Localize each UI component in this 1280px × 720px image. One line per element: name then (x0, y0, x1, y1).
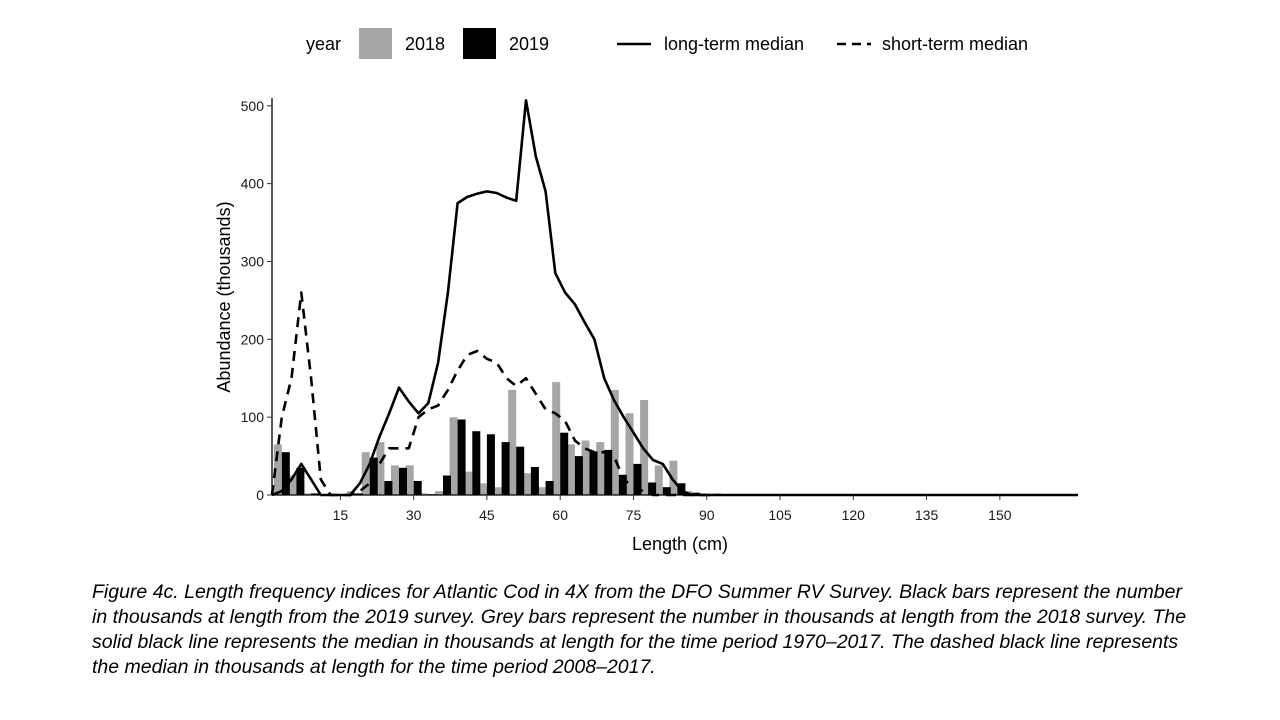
length-frequency-chart: year 2018 2019 long-term median short-te… (214, 28, 1078, 554)
bar-2018-36 (435, 491, 443, 495)
y-tick-label-200: 200 (241, 331, 265, 347)
bar-2018-3 (273, 444, 282, 495)
bar-2018-66 (581, 440, 590, 495)
bar-2018-9 (303, 493, 312, 495)
x-tick-label-60: 60 (552, 507, 568, 523)
y-tick-label-100: 100 (241, 409, 265, 425)
bar-2019-54 (530, 467, 539, 495)
legend: year 2018 2019 long-term median short-te… (306, 28, 1028, 59)
bar-2018-57 (537, 487, 546, 495)
bar-2019-60 (560, 432, 569, 495)
legend-swatch-2018 (359, 28, 392, 59)
bar-2018-42 (464, 471, 473, 495)
x-axis-title: Length (cm) (632, 534, 728, 554)
x-tick-label-105: 105 (768, 507, 792, 523)
bar-2019-36 (443, 475, 451, 495)
x-tick-label-75: 75 (626, 507, 642, 523)
x-tick-label-150: 150 (988, 507, 1012, 523)
bar-2018-75 (625, 413, 634, 495)
bar-2019-24 (384, 481, 393, 495)
legend-label-long-term: long-term median (664, 34, 804, 54)
legend-label-2018: 2018 (405, 34, 445, 54)
legend-title: year (306, 34, 341, 54)
legend-swatch-2019 (463, 28, 496, 59)
x-axis-ticks: 15 30 45 60 75 90 105 120 135 150 (333, 495, 1012, 523)
series-line-long-term-median (271, 99, 1078, 497)
x-tick-label-90: 90 (699, 507, 715, 523)
bar-2019-81 (662, 487, 671, 495)
bar-2018-69 (596, 442, 605, 495)
bar-2019-75 (633, 463, 642, 495)
bar-2018-39 (449, 417, 458, 495)
bar-2019-48 (501, 442, 510, 495)
bar-2018-33 (420, 493, 429, 495)
bar-2019-39 (457, 419, 466, 495)
bar-2019-6 (296, 467, 305, 495)
legend-label-2019: 2019 (509, 34, 549, 54)
x-tick-label-15: 15 (333, 507, 349, 523)
bar-2019-18 (355, 493, 363, 495)
bar-2019-9 (311, 493, 320, 495)
bar-2018-45 (478, 483, 487, 495)
bar-2019-72 (618, 474, 627, 495)
bar-2018-72 (610, 389, 619, 495)
bar-2018-51 (508, 389, 517, 495)
x-tick-label-45: 45 (479, 507, 495, 523)
bar-layer (273, 382, 722, 495)
bar-2018-81 (654, 465, 663, 495)
bar-2019-42 (472, 431, 481, 495)
bar-2018-30 (405, 465, 414, 495)
bar-2019-78 (648, 482, 657, 495)
bar-2019-57 (545, 481, 554, 495)
bar-2019-69 (604, 449, 613, 495)
bar-2018-84 (669, 460, 678, 495)
bar-2019-27 (399, 467, 407, 495)
x-tick-label-135: 135 (915, 507, 939, 523)
y-tick-label-300: 300 (241, 253, 265, 269)
bar-2019-30 (413, 481, 422, 495)
bar-2018-54 (522, 473, 531, 495)
bar-2019-66 (589, 451, 598, 495)
plot-area: 15 30 45 60 75 90 105 120 135 150 0 100 200 300 400 50… (214, 98, 1078, 554)
bar-2018-27 (391, 465, 399, 495)
x-tick-label-120: 120 (842, 507, 866, 523)
y-axis-title: Abundance (thousands) (214, 201, 234, 392)
bar-2018-63 (566, 444, 575, 495)
bar-2019-63 (574, 456, 583, 495)
bar-2018-48 (493, 487, 502, 495)
bar-2018-24 (376, 442, 385, 495)
figure-caption: Figure 4c. Length frequency indices for … (92, 581, 1187, 678)
y-tick-label-400: 400 (241, 176, 265, 192)
y-tick-label-0: 0 (256, 487, 264, 503)
legend-label-short-term: short-term median (882, 34, 1028, 54)
bar-2019-45 (486, 434, 495, 495)
bar-2018-60 (552, 382, 561, 495)
line-layer (270, 99, 1078, 497)
bar-2019-51 (516, 446, 525, 495)
x-tick-label-30: 30 (406, 507, 422, 523)
y-axis-ticks: 0 100 200 300 400 500 (241, 98, 272, 503)
bar-2018-6 (288, 475, 297, 495)
bar-2019-3 (281, 452, 290, 495)
y-tick-label-500: 500 (241, 98, 265, 114)
